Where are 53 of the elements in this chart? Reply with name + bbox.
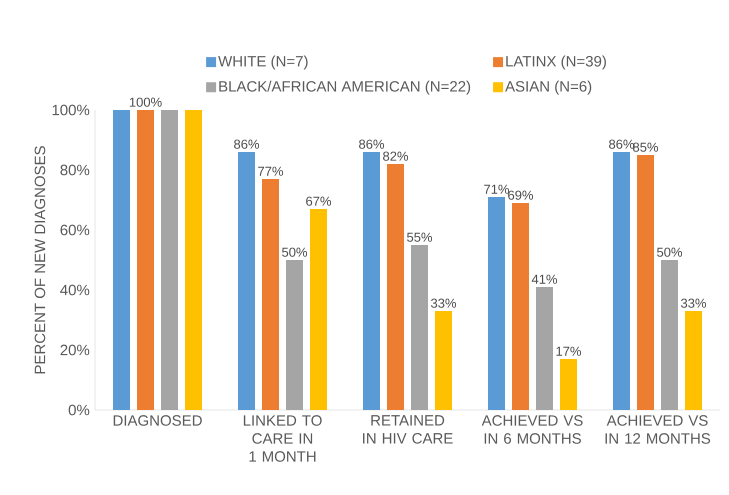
x-tick-label: ACHIEVED VS IN 12 MONTHS (606, 415, 710, 444)
y-tick-label: 60% (60, 224, 90, 236)
bar (411, 244, 428, 410)
data-label: 69% (508, 190, 534, 200)
bar (137, 110, 154, 410)
data-label: 82% (383, 152, 408, 161)
bar (387, 164, 404, 410)
data-label: 100% (130, 98, 162, 107)
bar (262, 178, 280, 410)
y-tick-label: 0% (68, 404, 90, 416)
bar (512, 202, 529, 410)
y-tick-label: 40% (60, 284, 90, 296)
data-label: 86% (609, 140, 634, 149)
bar (684, 310, 702, 410)
bar (560, 358, 577, 410)
bar (613, 152, 630, 410)
bar (238, 152, 256, 410)
y-axis-title: PERCENT OF NEW DIAGNOSES (34, 146, 46, 374)
bar (637, 154, 654, 410)
legend-label: BLACK/AFRICAN AMERICAN (N=22) (219, 80, 470, 95)
data-label: 71% (484, 184, 510, 194)
bar (363, 152, 380, 410)
data-label: 50% (282, 248, 308, 257)
legend-label: WHITE (N=7) (218, 56, 308, 70)
data-label: 55% (407, 232, 432, 242)
bar (161, 110, 178, 410)
data-label: 67% (306, 196, 332, 206)
bar (488, 196, 505, 410)
data-label: 41% (532, 274, 558, 284)
bar (286, 260, 304, 410)
x-tick-label: LINKED TO CARE IN 1 MONTH (244, 415, 322, 462)
x-tick-label: DIAGNOSED (114, 415, 202, 426)
data-label: 86% (359, 140, 384, 149)
data-label: 33% (680, 298, 706, 308)
bar (661, 260, 678, 410)
y-tick-label: 80% (60, 164, 90, 176)
bar (310, 208, 327, 410)
bar (113, 110, 130, 410)
data-label: 86% (234, 140, 260, 149)
legend-label: ASIAN (N=6) (505, 80, 592, 95)
bar (435, 310, 452, 410)
data-label: 77% (258, 166, 284, 176)
data-label: 17% (556, 346, 582, 356)
data-label: 85% (633, 142, 658, 152)
y-tick-label: 100% (52, 104, 90, 116)
bar (536, 286, 553, 410)
legend-label: LATINX (N=39) (506, 56, 606, 70)
x-tick-label: ACHIEVED VS IN 6 MONTHS (482, 415, 583, 444)
bar (185, 110, 202, 410)
x-tick-label: RETAINED IN HIV CARE (363, 415, 453, 444)
y-tick-label: 20% (60, 344, 90, 356)
data-label: 33% (430, 298, 456, 308)
data-label: 50% (657, 248, 682, 257)
